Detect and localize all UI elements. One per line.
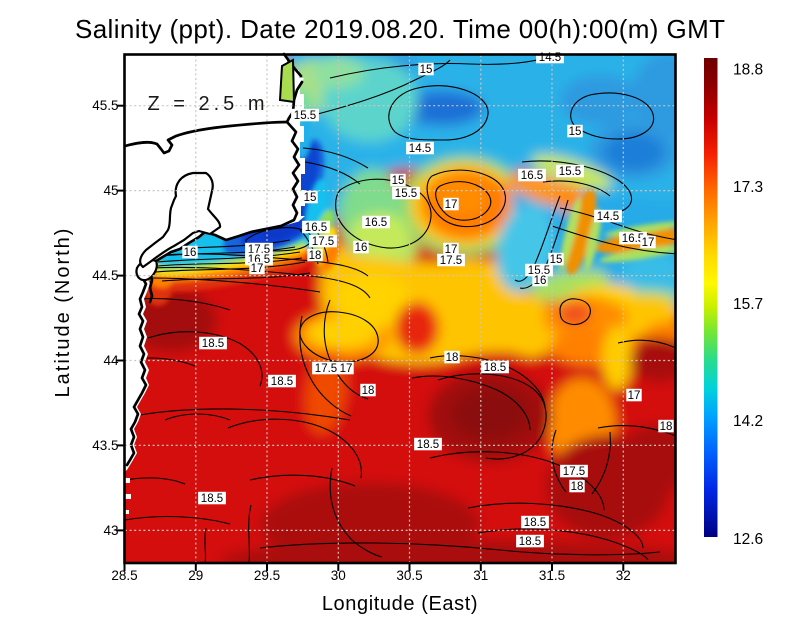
svg-text:17: 17 — [445, 244, 458, 256]
svg-text:30.5: 30.5 — [396, 568, 422, 583]
svg-text:15: 15 — [304, 192, 317, 204]
svg-text:Z = 2.5 m: Z = 2.5 m — [147, 93, 268, 115]
svg-text:18: 18 — [571, 481, 584, 493]
svg-text:17: 17 — [642, 237, 655, 249]
svg-text:32: 32 — [616, 568, 631, 583]
svg-text:15.5: 15.5 — [294, 110, 316, 122]
svg-text:18: 18 — [446, 352, 459, 364]
svg-text:15.7: 15.7 — [733, 296, 763, 313]
svg-text:28.5: 28.5 — [111, 568, 137, 583]
svg-text:16: 16 — [355, 242, 368, 254]
svg-text:17.5: 17.5 — [440, 255, 462, 267]
svg-text:14.5: 14.5 — [409, 143, 431, 155]
svg-text:16.5: 16.5 — [305, 222, 327, 234]
svg-text:18.5: 18.5 — [524, 517, 546, 529]
svg-text:Salinity (ppt). Date 2019.08.2: Salinity (ppt). Date 2019.08.20. Time 00… — [75, 14, 725, 44]
svg-text:18.5: 18.5 — [519, 536, 541, 548]
svg-text:15: 15 — [392, 175, 405, 187]
svg-text:29: 29 — [188, 568, 203, 583]
svg-text:12.6: 12.6 — [733, 531, 763, 548]
svg-text:17.3: 17.3 — [733, 179, 763, 196]
svg-text:43: 43 — [103, 523, 118, 538]
svg-text:15: 15 — [420, 64, 433, 76]
svg-text:17: 17 — [628, 390, 641, 402]
svg-text:44: 44 — [103, 353, 119, 368]
svg-text:15: 15 — [550, 254, 563, 266]
svg-text:45: 45 — [103, 183, 118, 198]
svg-text:18.5: 18.5 — [201, 493, 223, 505]
svg-text:43.5: 43.5 — [92, 438, 118, 453]
svg-text:30: 30 — [331, 568, 346, 583]
svg-text:17.5: 17.5 — [315, 363, 337, 375]
svg-text:Longitude (East): Longitude (East) — [322, 593, 478, 615]
svg-text:17.5: 17.5 — [563, 466, 585, 478]
svg-text:18: 18 — [309, 250, 322, 262]
svg-text:45.5: 45.5 — [92, 98, 118, 113]
svg-text:17: 17 — [445, 199, 458, 211]
svg-text:18.5: 18.5 — [484, 362, 506, 374]
svg-text:29.5: 29.5 — [254, 568, 280, 583]
svg-text:14.5: 14.5 — [597, 211, 619, 223]
svg-text:16: 16 — [184, 247, 197, 259]
svg-text:17: 17 — [340, 363, 353, 375]
svg-text:16: 16 — [534, 275, 547, 287]
svg-text:15: 15 — [569, 126, 582, 138]
svg-text:14.2: 14.2 — [733, 413, 763, 430]
svg-text:18.8: 18.8 — [733, 62, 763, 79]
svg-text:16.5: 16.5 — [622, 233, 644, 245]
svg-text:18: 18 — [362, 385, 375, 397]
svg-text:18.5: 18.5 — [271, 376, 293, 388]
svg-text:44.5: 44.5 — [92, 268, 118, 283]
svg-text:16.5: 16.5 — [365, 217, 387, 229]
svg-text:31: 31 — [473, 568, 488, 583]
svg-text:15.5: 15.5 — [559, 166, 581, 178]
svg-text:Latitude (North): Latitude (North) — [52, 227, 74, 398]
svg-text:16.5: 16.5 — [521, 170, 543, 182]
svg-text:31.5: 31.5 — [539, 568, 565, 583]
svg-text:15.5: 15.5 — [395, 188, 417, 200]
svg-text:18.5: 18.5 — [417, 439, 439, 451]
svg-text:17.5: 17.5 — [312, 236, 334, 248]
svg-text:18.5: 18.5 — [202, 338, 224, 350]
svg-text:18: 18 — [660, 421, 673, 433]
svg-text:17: 17 — [251, 263, 264, 275]
svg-text:14.5: 14.5 — [539, 52, 561, 64]
